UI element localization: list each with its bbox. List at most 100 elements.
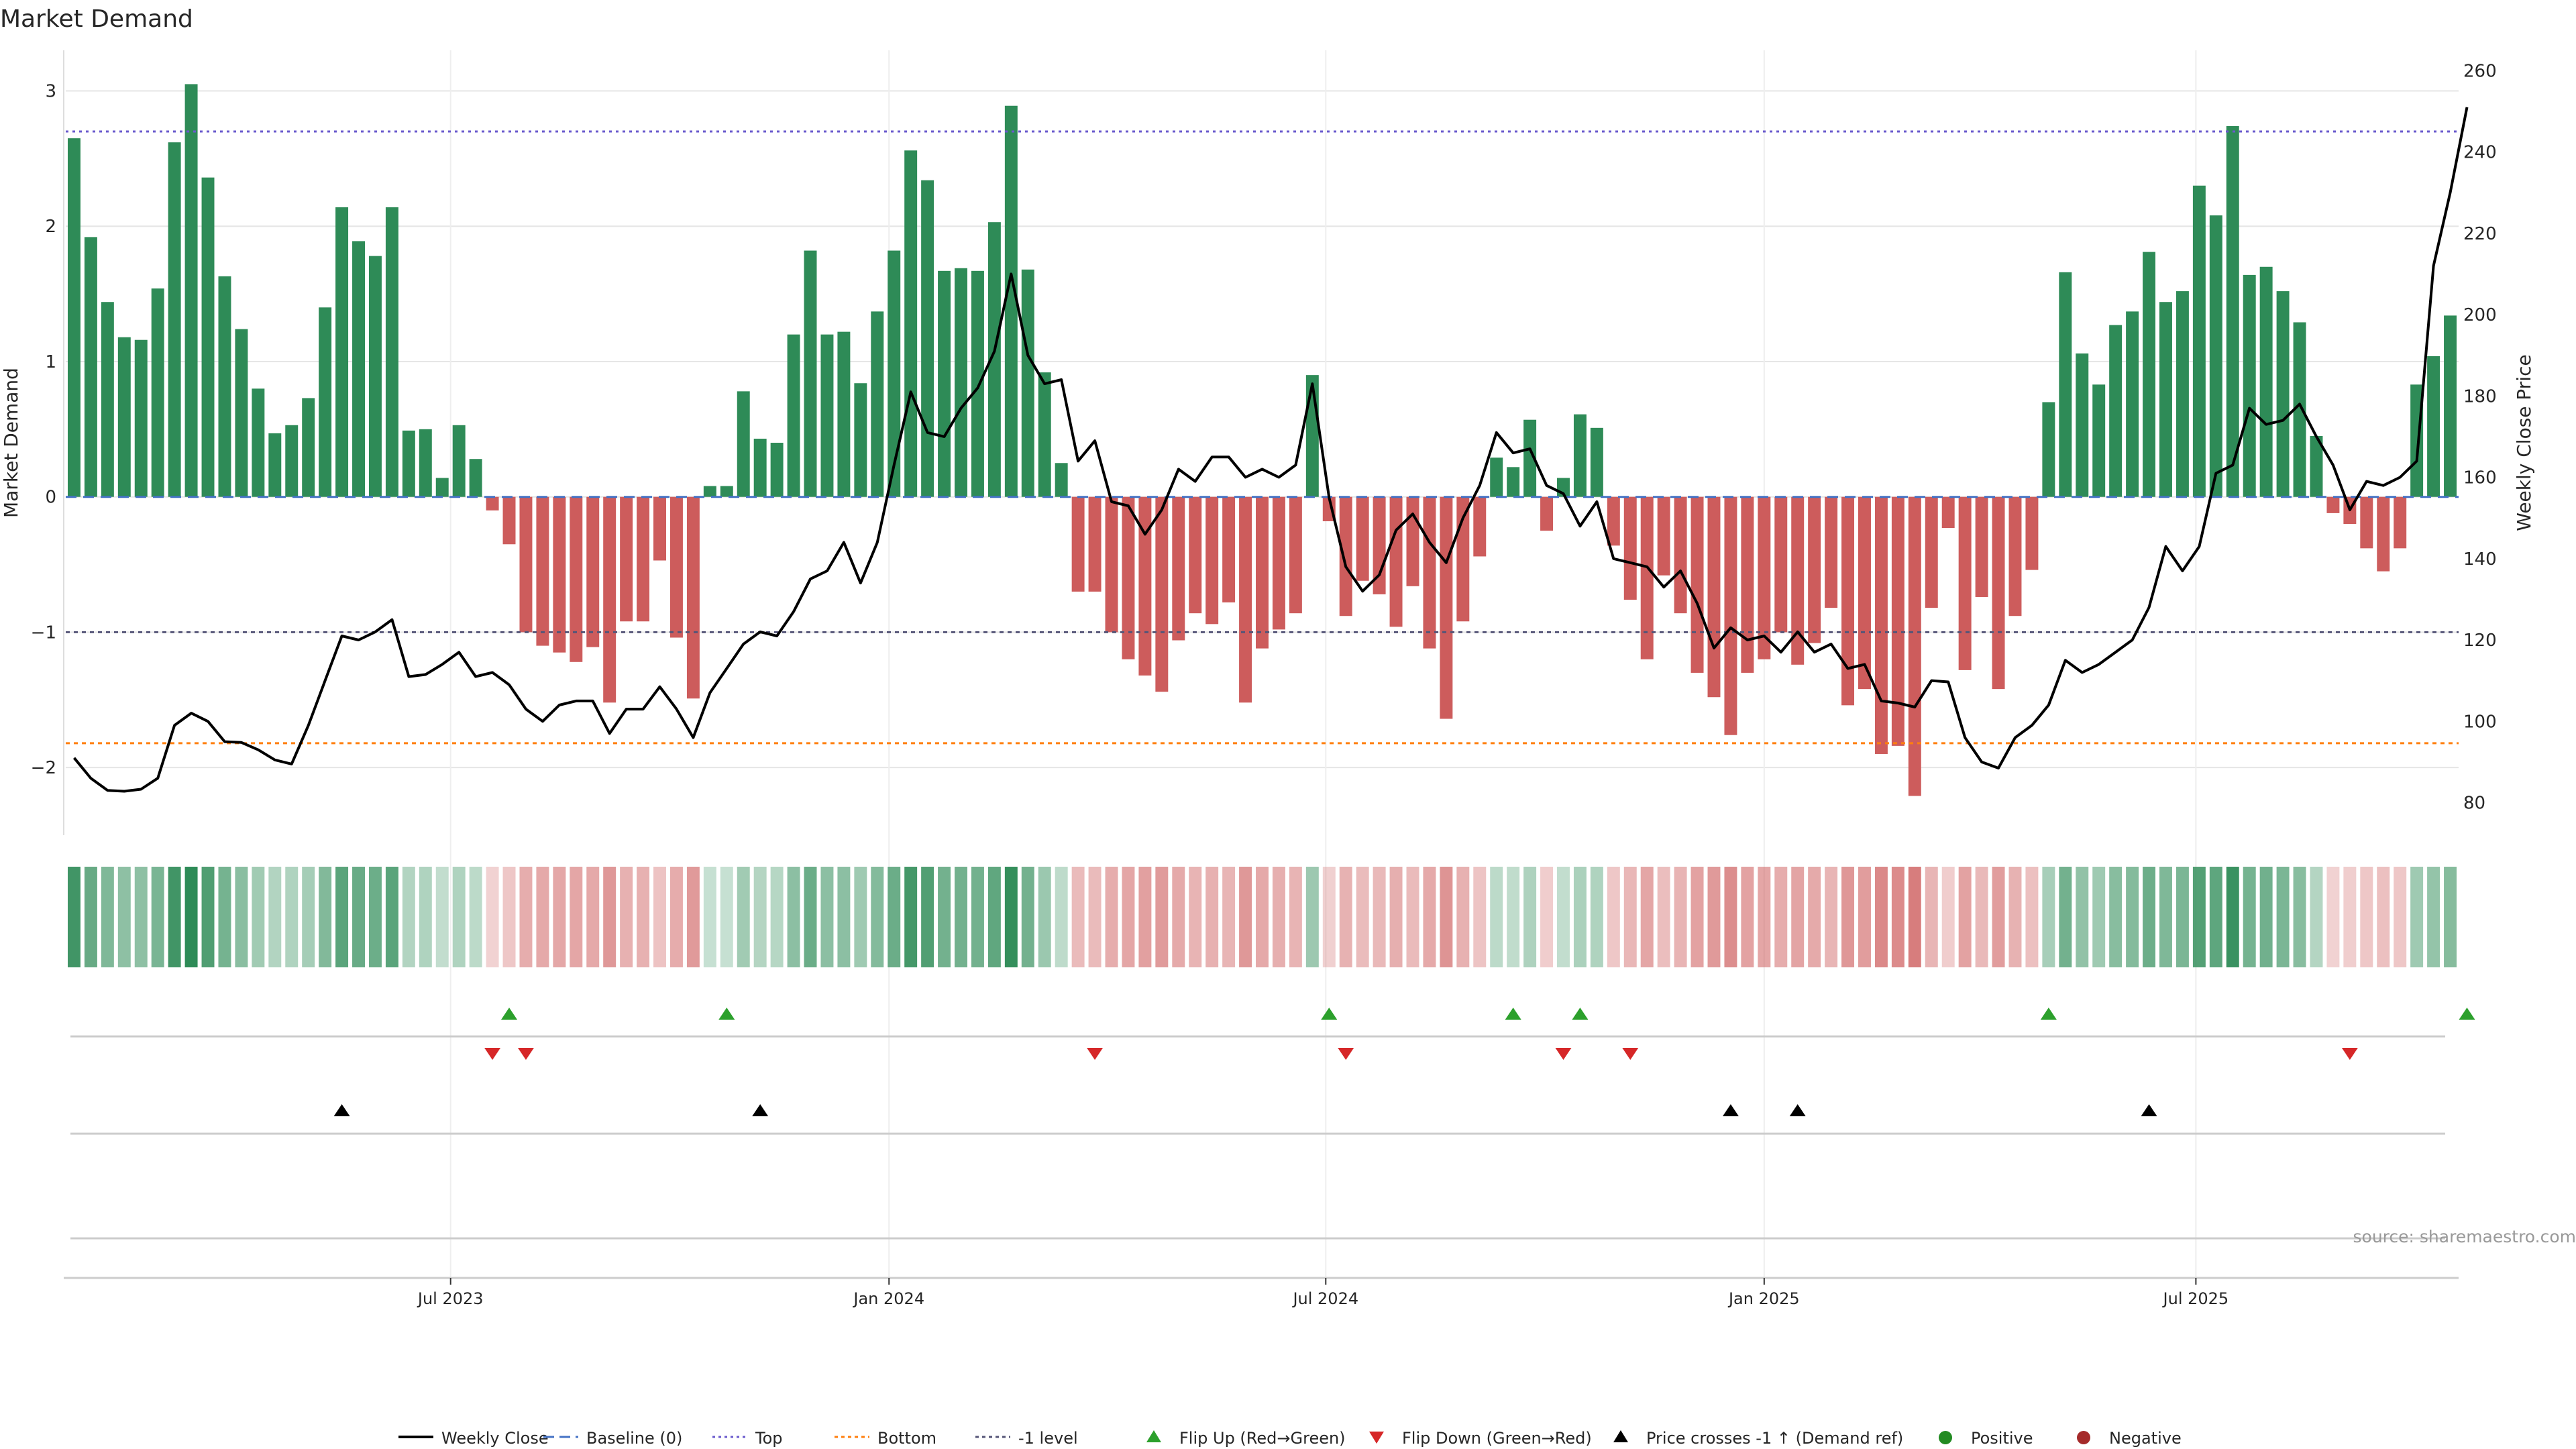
heat-cell bbox=[101, 867, 114, 967]
y-right-tick-label: 180 bbox=[2463, 386, 2497, 407]
heat-cell bbox=[1138, 867, 1152, 967]
demand-bar bbox=[2192, 185, 2206, 497]
demand-bar bbox=[2427, 356, 2440, 497]
heat-cell bbox=[1289, 867, 1302, 967]
legend-label: Flip Up (Red→Green) bbox=[1179, 1429, 1346, 1448]
demand-bar bbox=[1590, 427, 1603, 497]
demand-bar bbox=[1941, 496, 1955, 529]
demand-bar bbox=[2293, 322, 2306, 497]
legend-label: Negative bbox=[2109, 1429, 2182, 1448]
heat-cell bbox=[1925, 867, 1938, 967]
demand-bar bbox=[2126, 311, 2139, 497]
flip-up-marker bbox=[1321, 1008, 1338, 1020]
heat-cell bbox=[1256, 867, 1269, 967]
heat-cell bbox=[1690, 867, 1704, 967]
flip-down-marker bbox=[1622, 1048, 1639, 1060]
demand-bar bbox=[1841, 496, 1855, 706]
y-right-tick-label: 160 bbox=[2463, 468, 2497, 488]
heat-cell bbox=[1941, 867, 1955, 967]
heat-cell bbox=[2259, 867, 2273, 967]
demand-bar bbox=[2226, 125, 2239, 497]
heat-cell bbox=[502, 867, 516, 967]
demand-bar bbox=[1573, 414, 1587, 497]
legend-label: Bottom bbox=[877, 1429, 936, 1448]
demand-bar bbox=[335, 207, 349, 497]
heat-cell bbox=[753, 867, 767, 967]
demand-bar bbox=[2059, 272, 2072, 497]
heat-cell bbox=[703, 867, 716, 967]
reference-lines bbox=[66, 130, 2459, 745]
demand-bar bbox=[1473, 496, 1487, 557]
heat-cell bbox=[1272, 867, 1285, 967]
heat-cell bbox=[67, 867, 80, 967]
heat-cell bbox=[184, 867, 198, 967]
demand-bar bbox=[2008, 496, 2022, 616]
heat-cell bbox=[1004, 867, 1018, 967]
legend: Weekly Close Baseline (0) Top Bottom -1 leve… bbox=[398, 1429, 2182, 1448]
demand-bar bbox=[435, 478, 449, 497]
demand-bar bbox=[669, 496, 683, 638]
demand-bar bbox=[2176, 291, 2189, 497]
demand-bar bbox=[1289, 496, 1302, 614]
heat-cell bbox=[1707, 867, 1721, 967]
flip-up-marker bbox=[718, 1008, 735, 1020]
heat-cell bbox=[1891, 867, 1904, 967]
demand-bar bbox=[1122, 496, 1135, 659]
demand-bar bbox=[2243, 274, 2256, 497]
heat-cell bbox=[2025, 867, 2039, 967]
heat-cell bbox=[1189, 867, 1202, 967]
demand-bar bbox=[2444, 315, 2457, 497]
heat-cell bbox=[1456, 867, 1470, 967]
heat-cell bbox=[2192, 867, 2206, 967]
heat-cell bbox=[1640, 867, 1654, 967]
heat-cell bbox=[2176, 867, 2189, 967]
heat-cell bbox=[117, 867, 131, 967]
legend-item: Negative bbox=[2077, 1429, 2182, 1448]
x-tick-label: Jan 2024 bbox=[852, 1289, 924, 1308]
demand-bar bbox=[2310, 435, 2323, 497]
heat-cell bbox=[1088, 867, 1102, 967]
demand-bar bbox=[620, 496, 633, 622]
legend-label: Positive bbox=[1971, 1429, 2033, 1448]
heat-cell bbox=[1573, 867, 1587, 967]
demand-bar bbox=[285, 425, 299, 497]
demand-bar bbox=[319, 307, 332, 497]
heat-cell bbox=[1305, 867, 1319, 967]
y-tick-label: 0 bbox=[45, 488, 56, 508]
heat-cell bbox=[1339, 867, 1352, 967]
heat-cell bbox=[385, 867, 398, 967]
demand-bar bbox=[770, 443, 784, 497]
price-cross-marker bbox=[1722, 1104, 1739, 1116]
heat-cell bbox=[1205, 867, 1219, 967]
demand-bar bbox=[921, 180, 934, 497]
x-tick-label: Jan 2025 bbox=[1727, 1289, 1800, 1308]
heat-cell bbox=[553, 867, 566, 967]
x-tick-label: Jul 2023 bbox=[417, 1289, 484, 1308]
heat-cell bbox=[1172, 867, 1185, 967]
demand-bar bbox=[101, 302, 114, 497]
y-tick-label: 1 bbox=[45, 352, 56, 372]
demand-bar bbox=[235, 329, 248, 497]
demand-bar bbox=[1707, 496, 1721, 698]
heat-cell bbox=[319, 867, 332, 967]
demand-bar bbox=[854, 383, 867, 497]
x-tick-label: Jul 2024 bbox=[1291, 1289, 1358, 1308]
flip-down-marker bbox=[2341, 1048, 2358, 1060]
price-cross-marker bbox=[752, 1104, 769, 1116]
demand-bar bbox=[1272, 496, 1285, 630]
demand-bar bbox=[2042, 402, 2055, 497]
heat-cell bbox=[1356, 867, 1369, 967]
demand-bar bbox=[1958, 496, 1972, 670]
legend-item: Flip Down (Green→Red) bbox=[1369, 1429, 1592, 1448]
demand-bar bbox=[938, 270, 951, 497]
demand-bar bbox=[1038, 372, 1051, 497]
demand-bar bbox=[1724, 496, 1737, 735]
y-axis-label-left: Market Demand bbox=[0, 368, 22, 518]
heat-cell bbox=[218, 867, 231, 967]
demand-bar bbox=[469, 459, 482, 497]
heat-cell bbox=[452, 867, 466, 967]
demand-bar bbox=[252, 388, 265, 497]
y-tick-label: 2 bbox=[45, 217, 56, 237]
heat-cell bbox=[1406, 867, 1419, 967]
heat-cell bbox=[1841, 867, 1855, 967]
